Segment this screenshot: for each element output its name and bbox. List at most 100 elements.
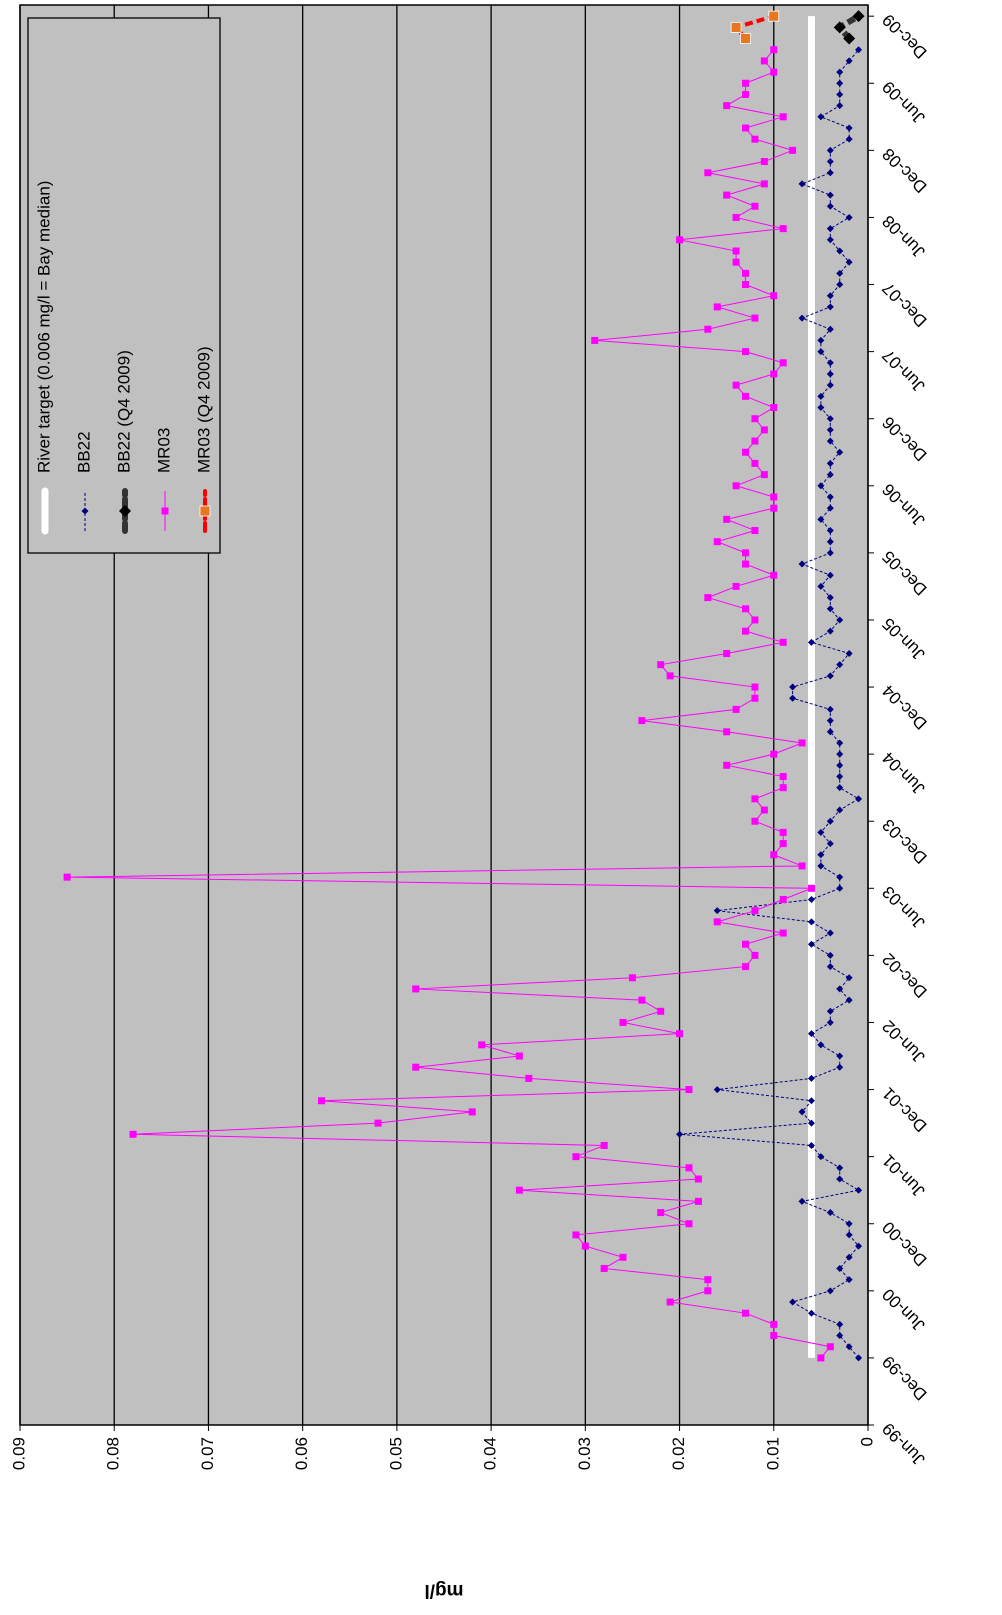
marker: [628, 974, 636, 982]
marker: [751, 459, 759, 467]
legend-marker: [161, 507, 169, 515]
x-tick-label: Dec-99: [879, 1352, 931, 1404]
marker: [760, 806, 768, 814]
marker: [713, 538, 721, 546]
marker: [845, 135, 853, 143]
marker: [836, 79, 844, 87]
marker: [742, 348, 750, 356]
y-tick-label: 0.05: [386, 1437, 405, 1470]
marker: [129, 1130, 137, 1138]
marker: [704, 594, 712, 602]
marker: [836, 68, 844, 76]
marker: [704, 169, 712, 177]
x-tick-label: Jun-00: [879, 1285, 929, 1335]
x-tick-label: Dec-05: [879, 547, 931, 599]
marker: [723, 650, 731, 658]
marker: [817, 862, 825, 870]
marker: [600, 1141, 608, 1149]
marker: [826, 225, 834, 233]
marker: [836, 281, 844, 289]
marker: [807, 918, 815, 926]
marker: [742, 963, 750, 971]
marker: [723, 761, 731, 769]
marker: [798, 862, 806, 870]
marker: [572, 1231, 580, 1239]
marker: [817, 515, 825, 523]
marker: [742, 560, 750, 568]
marker: [619, 1018, 627, 1026]
y-tick-label: 0.02: [669, 1437, 688, 1470]
y-tick-label: 0: [857, 1437, 876, 1446]
x-tick-label: Jun-08: [879, 211, 929, 261]
x-tick-label: Dec-03: [879, 815, 931, 867]
marker: [836, 739, 844, 747]
marker: [760, 426, 768, 434]
marker: [836, 661, 844, 669]
marker: [676, 1030, 684, 1038]
marker: [742, 90, 750, 98]
marker: [770, 46, 778, 54]
marker: [770, 1320, 778, 1328]
marker: [742, 269, 750, 277]
marker: [845, 650, 853, 658]
marker: [713, 303, 721, 311]
marker: [826, 158, 834, 166]
marker: [685, 1164, 693, 1172]
legend-marker: [199, 505, 211, 517]
marker: [789, 694, 797, 702]
marker: [826, 1018, 834, 1026]
marker: [836, 102, 844, 110]
marker: [638, 996, 646, 1004]
marker: [807, 940, 815, 948]
y-tick-label: 0.03: [575, 1437, 594, 1470]
marker: [807, 1119, 815, 1127]
marker: [817, 1354, 825, 1362]
marker: [826, 951, 834, 959]
marker: [600, 1264, 608, 1272]
marker: [807, 884, 815, 892]
marker: [742, 1309, 750, 1317]
marker: [817, 392, 825, 400]
marker: [770, 370, 778, 378]
marker: [845, 1220, 853, 1228]
marker: [836, 873, 844, 881]
marker: [798, 1197, 806, 1205]
x-tick-label: Jun-07: [879, 346, 929, 396]
marker: [826, 627, 834, 635]
marker: [581, 1242, 589, 1250]
marker: [412, 985, 420, 993]
marker: [845, 124, 853, 132]
marker: [742, 79, 750, 87]
marker: [826, 426, 834, 434]
legend-label: BB22: [74, 431, 93, 473]
marker: [779, 929, 787, 937]
marker: [572, 1153, 580, 1161]
y-tick-label: 0.06: [292, 1437, 311, 1470]
marker: [836, 247, 844, 255]
marker: [836, 1264, 844, 1272]
marker: [515, 1052, 523, 1060]
marker: [807, 1309, 815, 1317]
marker: [723, 191, 731, 199]
marker: [826, 728, 834, 736]
marker: [63, 873, 71, 881]
marker: [779, 772, 787, 780]
marker: [807, 895, 815, 903]
marker: [798, 560, 806, 568]
marker: [817, 828, 825, 836]
marker: [826, 504, 834, 512]
legend-marker: [119, 505, 131, 517]
marker: [779, 895, 787, 903]
y-tick-label: 0.04: [481, 1437, 500, 1470]
x-tick-label: Jun-02: [879, 1016, 929, 1066]
marker: [826, 963, 834, 971]
marker: [836, 884, 844, 892]
marker: [826, 594, 834, 602]
marker: [789, 146, 797, 154]
marker: [826, 1343, 834, 1351]
marker: [657, 1209, 665, 1217]
marker: [798, 739, 806, 747]
marker: [770, 493, 778, 501]
marker: [779, 225, 787, 233]
legend-marker: [81, 507, 89, 515]
